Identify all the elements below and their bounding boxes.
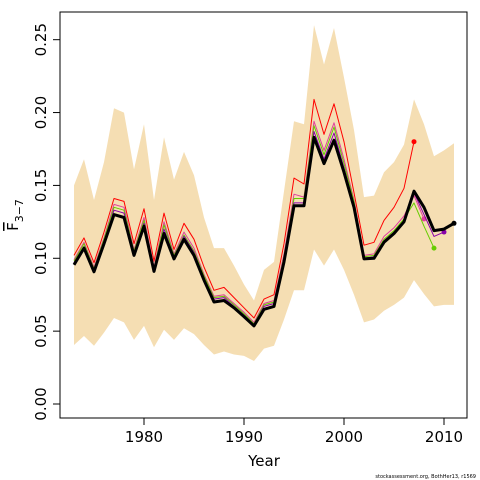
end-point	[431, 245, 437, 251]
confidence-band	[74, 25, 454, 361]
y-tick-label: 0.10	[32, 242, 50, 275]
footnote: stockassessment.org, BothHer13, r1569	[375, 474, 476, 480]
y-axis-label-sub: 3−7	[13, 199, 26, 222]
y-tick-label-group: 0.20	[32, 96, 50, 129]
plot-frame	[59, 11, 468, 419]
y-tick-label-group: 0.00	[32, 387, 50, 420]
y-axis-label-main: F	[4, 222, 22, 231]
y-tick-label-group: 0.15	[32, 169, 50, 202]
y-tick-label: 0.20	[32, 96, 50, 129]
x-tick-label: 1980	[125, 428, 163, 446]
x-tick-label: 2000	[325, 428, 363, 446]
y-tick-label-group: 0.10	[32, 242, 50, 275]
y-tick-label: 0.15	[32, 169, 50, 202]
x-tick-label: 2010	[425, 428, 463, 446]
y-tick-label: 0.00	[32, 387, 50, 420]
y-tick-label-group: 0.25	[32, 23, 50, 56]
y-tick-label-group: 0.05	[32, 314, 50, 347]
x-tick-label: 1990	[225, 428, 263, 446]
series-line	[72, 135, 455, 328]
x-axis-label: Year	[247, 452, 281, 470]
series-line	[73, 98, 415, 319]
y-axis-label-group: F3−7	[4, 199, 26, 231]
y-axis-label: F3−7	[4, 199, 26, 231]
end-point	[411, 139, 417, 145]
y-tick-label: 0.05	[32, 314, 50, 347]
end-point	[451, 220, 457, 226]
y-tick-label: 0.25	[32, 23, 50, 56]
